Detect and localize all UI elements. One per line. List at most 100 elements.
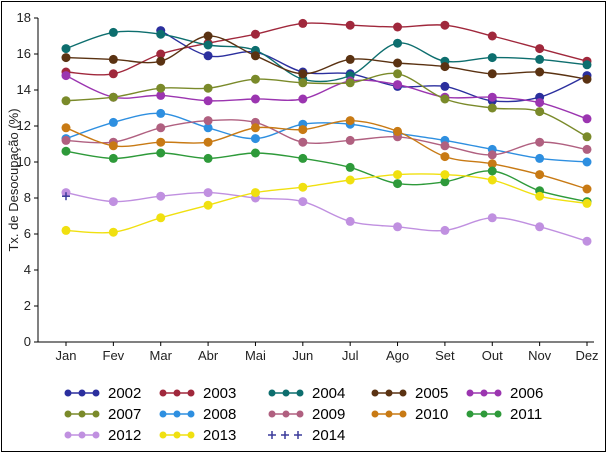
data-point-2009 <box>440 141 450 151</box>
legend-marker <box>399 410 407 418</box>
data-point-2012 <box>156 191 166 201</box>
legend-marker <box>282 389 290 397</box>
data-point-2013 <box>156 213 166 223</box>
legend-marker <box>268 410 276 418</box>
data-point-2011 <box>108 153 118 163</box>
legend-item-2003: 2003 <box>159 385 236 402</box>
y-tick-label: 10 <box>17 154 31 169</box>
legend-marker <box>159 410 167 418</box>
data-point-2004 <box>203 40 213 50</box>
data-point-2008 <box>203 123 213 133</box>
legend-marker <box>296 389 304 397</box>
legend-item-2004: 2004 <box>268 385 345 402</box>
data-point-2007 <box>61 96 71 106</box>
legend-marker <box>385 410 393 418</box>
data-point-2008 <box>108 117 118 127</box>
data-point-2012 <box>345 216 355 226</box>
data-point-2012 <box>582 236 592 246</box>
data-point-2012 <box>108 197 118 207</box>
data-point-2011 <box>250 148 260 158</box>
data-point-2005 <box>535 67 545 77</box>
data-point-2010 <box>535 170 545 180</box>
legend-label: 2009 <box>312 406 345 423</box>
x-tick-label: Dez <box>575 348 598 363</box>
legend-label: 2010 <box>415 406 448 423</box>
data-point-2006 <box>582 114 592 124</box>
legend-marker <box>296 410 304 418</box>
data-point-2002 <box>440 81 450 91</box>
data-point-2009 <box>487 150 497 160</box>
x-tick-label: Ago <box>386 348 409 363</box>
data-point-2009 <box>61 135 71 145</box>
data-point-2004 <box>487 53 497 63</box>
data-point-2010 <box>345 116 355 126</box>
data-point-2007 <box>345 78 355 88</box>
data-point-2010 <box>61 123 71 133</box>
x-tick-label: Set <box>435 348 455 363</box>
legend-marker <box>371 410 379 418</box>
data-point-2003 <box>393 22 403 32</box>
legend-marker <box>92 389 100 397</box>
data-point-2013 <box>535 191 545 201</box>
x-tick-label: Jul <box>342 348 359 363</box>
data-point-2003 <box>298 18 308 28</box>
data-point-2011 <box>61 146 71 156</box>
x-tick-label: Jun <box>292 348 313 363</box>
data-point-2010 <box>156 137 166 147</box>
data-point-2013 <box>203 200 213 210</box>
legend-marker <box>78 410 86 418</box>
legend-marker <box>173 410 181 418</box>
data-point-2006 <box>487 92 497 102</box>
data-point-2007 <box>535 107 545 117</box>
legend-marker <box>173 389 181 397</box>
data-point-2011 <box>156 148 166 158</box>
data-point-2005 <box>61 53 71 63</box>
data-point-2012 <box>487 213 497 223</box>
x-tick-label: Jan <box>56 348 77 363</box>
data-point-2004 <box>61 44 71 54</box>
data-point-2011 <box>203 153 213 163</box>
data-point-2010 <box>487 159 497 169</box>
legend-marker <box>64 410 72 418</box>
series-line-2012 <box>65 191 588 242</box>
data-point-2003 <box>156 49 166 59</box>
data-point-2010 <box>203 137 213 147</box>
data-point-2013 <box>440 170 450 180</box>
legend-marker <box>187 410 195 418</box>
x-tick-label: Fev <box>103 348 125 363</box>
y-tick-label: 8 <box>24 190 31 205</box>
legend-marker <box>159 431 167 439</box>
series-line-2011 <box>65 150 588 203</box>
data-point-2010 <box>298 125 308 135</box>
data-point-2003 <box>487 31 497 41</box>
data-point-2006 <box>535 98 545 108</box>
legend-marker <box>466 410 474 418</box>
legend-marker <box>494 389 502 397</box>
data-point-2005 <box>487 69 497 79</box>
legend-marker <box>159 389 167 397</box>
data-point-2013 <box>393 170 403 180</box>
legend-marker <box>399 389 407 397</box>
legend-marker <box>64 389 72 397</box>
legend-label: 2002 <box>108 385 141 402</box>
data-point-2007 <box>298 78 308 88</box>
axes <box>37 18 594 343</box>
data-point-2007 <box>108 92 118 102</box>
legend-marker <box>268 389 276 397</box>
legend-marker <box>466 389 474 397</box>
data-point-2004 <box>108 27 118 37</box>
legend-marker <box>92 410 100 418</box>
data-point-2004 <box>582 60 592 70</box>
y-tick-label: 4 <box>24 262 31 277</box>
legend-item-2011: 2011 <box>466 406 542 423</box>
data-point-2009 <box>582 144 592 154</box>
legend-item-2012: 2012 <box>64 427 141 444</box>
data-point-2010 <box>582 184 592 194</box>
data-point-2005 <box>440 62 450 72</box>
legend-marker <box>173 431 181 439</box>
data-point-2005 <box>298 69 308 79</box>
legend-label: 2004 <box>312 385 345 402</box>
data-point-2004 <box>156 29 166 39</box>
data-point-2005 <box>250 51 260 61</box>
